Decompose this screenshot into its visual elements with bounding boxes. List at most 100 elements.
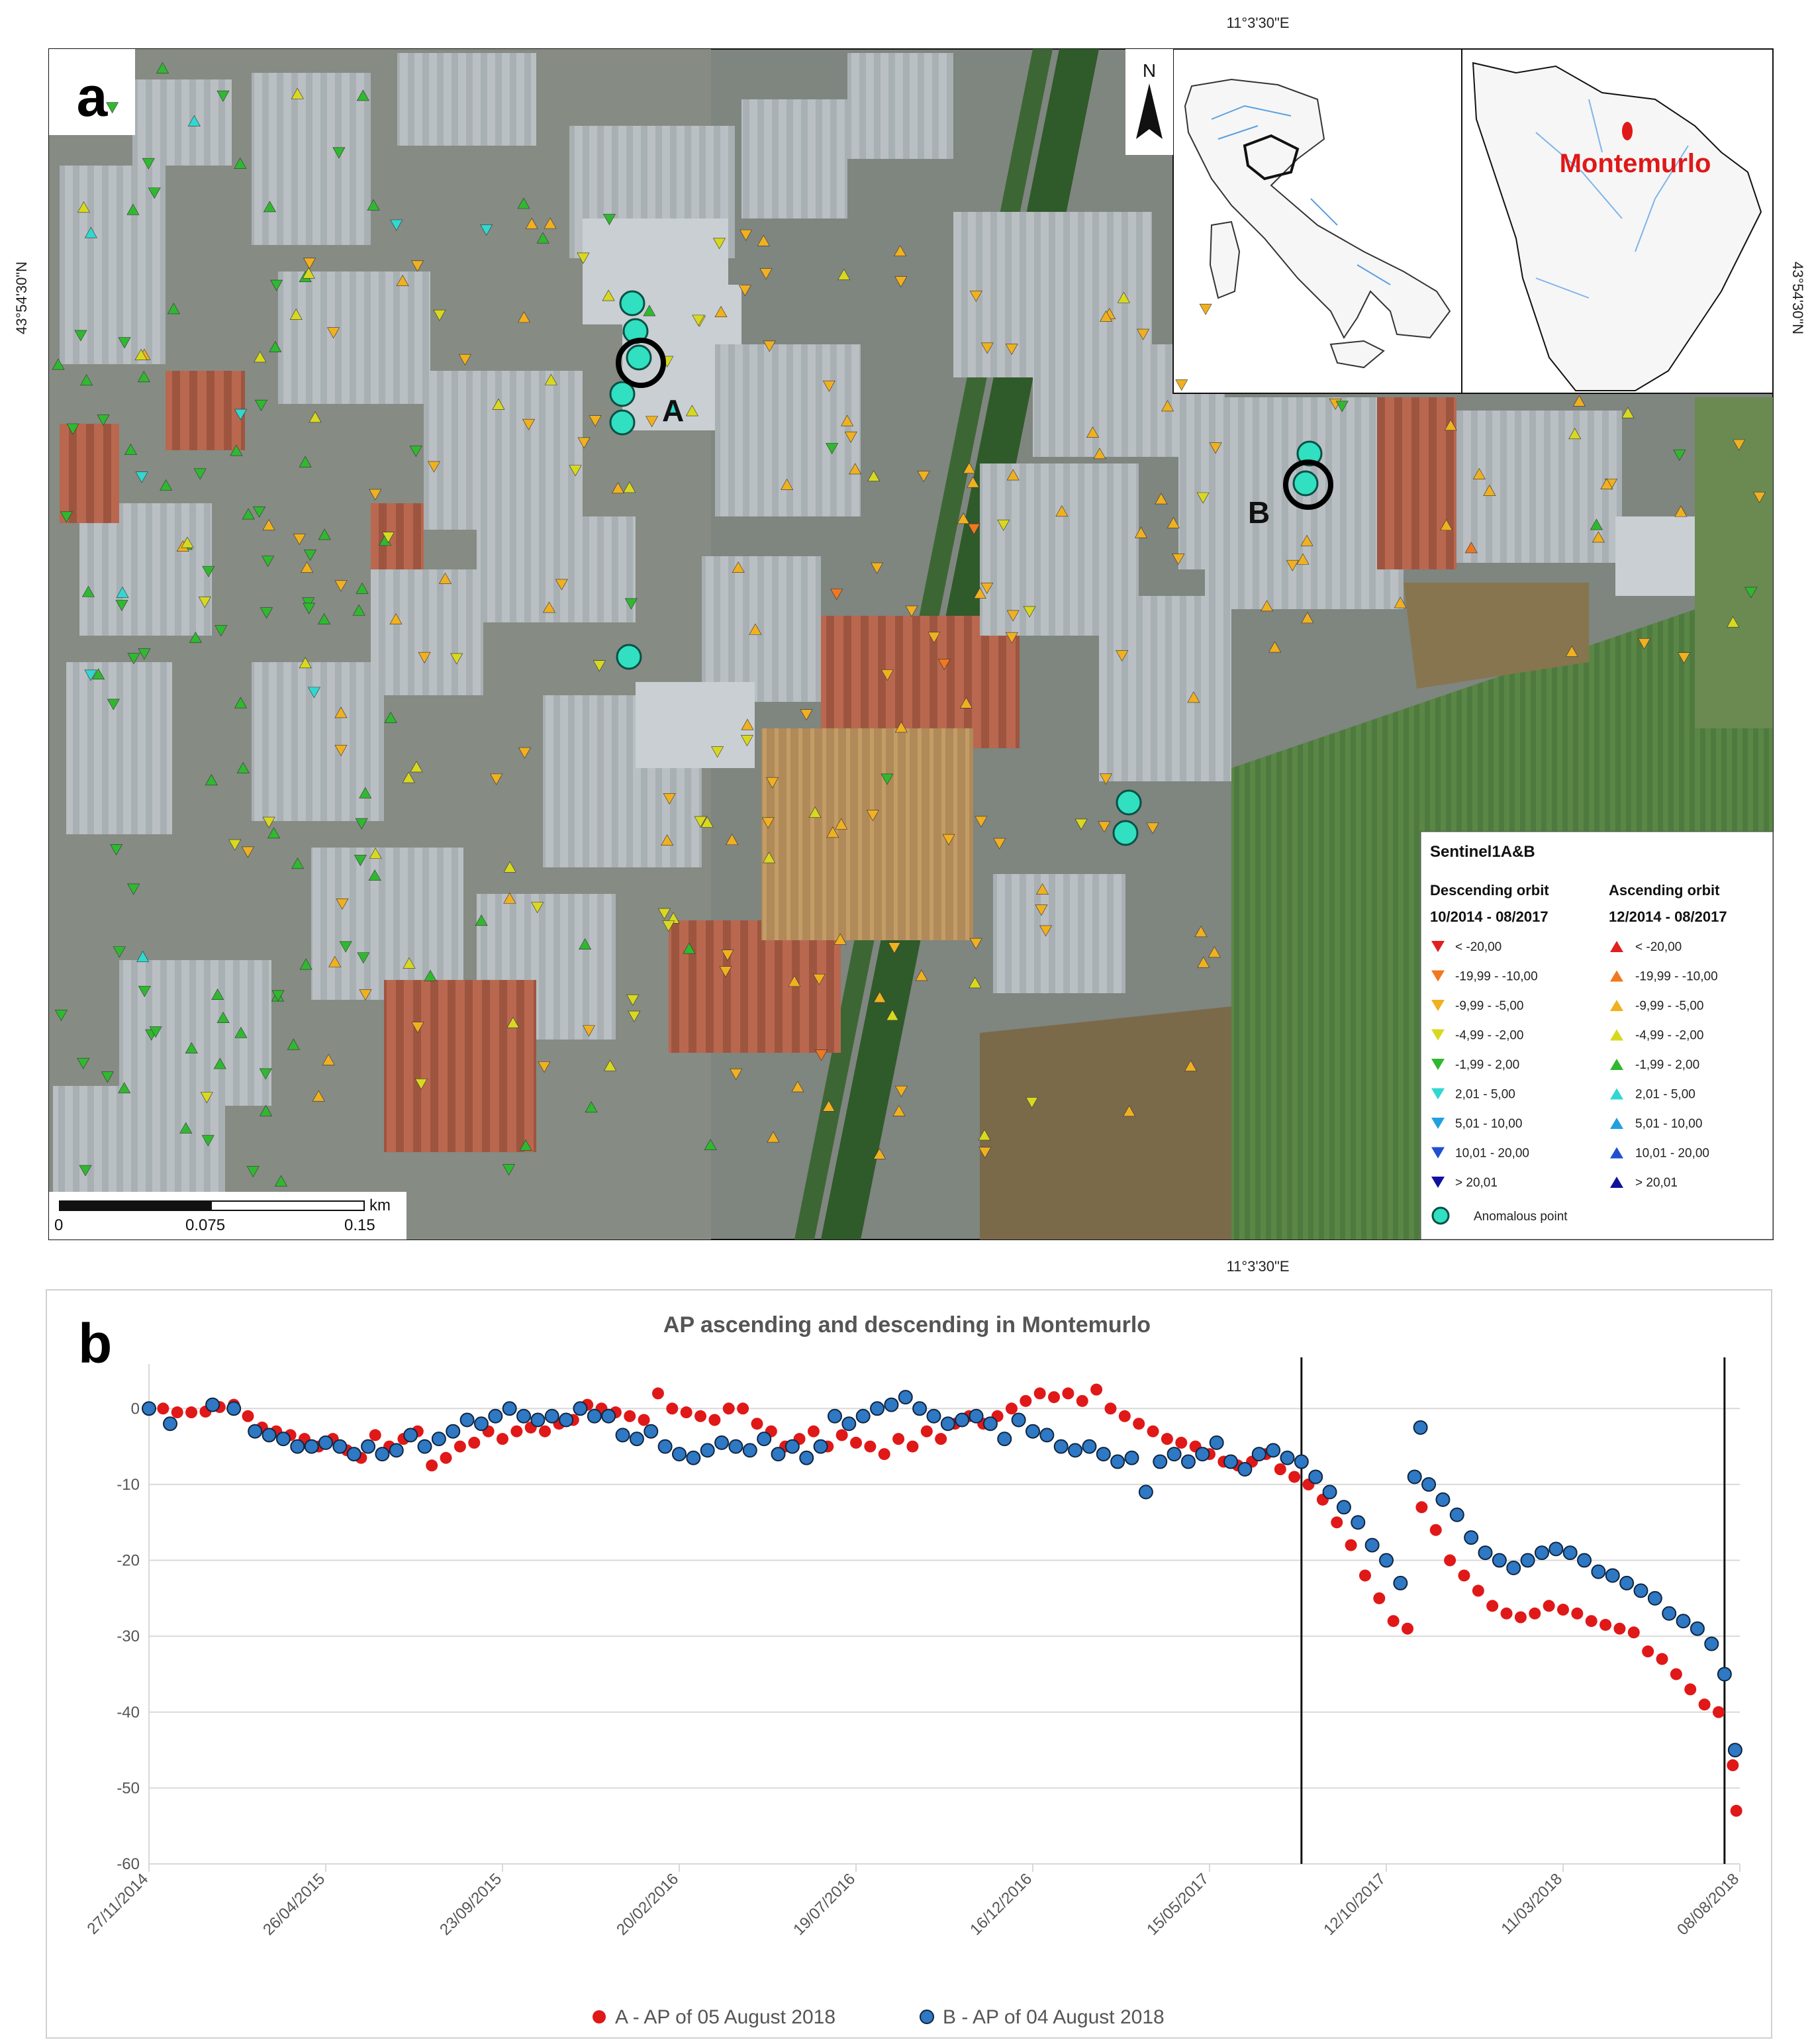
ps-point-marker bbox=[555, 579, 568, 591]
inset-italy-map bbox=[1172, 48, 1462, 394]
chart-data-point bbox=[1492, 1553, 1507, 1568]
chart-data-point bbox=[624, 1410, 636, 1422]
ps-point-marker bbox=[411, 260, 424, 272]
chart-data-point bbox=[1025, 1424, 1040, 1439]
chart-data-point bbox=[361, 1439, 376, 1454]
inset-tuscany-map: Montemurlo bbox=[1461, 48, 1774, 394]
chart-y-tick-label: -40 bbox=[117, 1704, 140, 1722]
chart-vertical-lines bbox=[1300, 1357, 1726, 1864]
chart-data-point bbox=[666, 1402, 679, 1415]
ps-point-marker bbox=[522, 418, 536, 430]
scale-unit: km bbox=[369, 1196, 391, 1214]
ps-point-marker bbox=[657, 908, 671, 920]
ps-point-marker bbox=[721, 949, 734, 961]
ps-point-marker bbox=[124, 444, 137, 456]
chart-data-point bbox=[1364, 1537, 1380, 1553]
ps-point-marker bbox=[1286, 560, 1299, 571]
chart-data-point bbox=[1033, 1387, 1046, 1400]
chart-data-point bbox=[694, 1410, 707, 1422]
chart-data-point bbox=[813, 1439, 828, 1454]
chart-data-point bbox=[1444, 1554, 1456, 1567]
ps-point-marker bbox=[844, 431, 857, 443]
ps-point-marker bbox=[867, 470, 881, 482]
ps-point-marker bbox=[156, 62, 169, 73]
ps-point-marker bbox=[115, 600, 128, 611]
ps-point-marker bbox=[579, 938, 592, 949]
ps-point-marker bbox=[602, 214, 616, 226]
ps-point-marker bbox=[692, 315, 705, 326]
ps-point-marker bbox=[260, 1104, 273, 1116]
ps-point-marker bbox=[1674, 505, 1688, 517]
chart-data-point bbox=[1464, 1530, 1479, 1545]
ps-point-marker bbox=[1572, 395, 1586, 407]
ps-point-marker bbox=[201, 1135, 215, 1147]
ps-point-marker bbox=[997, 519, 1010, 531]
ps-point-marker bbox=[1335, 401, 1349, 413]
chart-data-point bbox=[1096, 1447, 1111, 1462]
ps-point-marker bbox=[873, 991, 886, 1003]
ps-point-marker bbox=[262, 518, 275, 530]
ps-point-marker bbox=[490, 773, 503, 785]
legend-rows: < -20,00 < -20,00 -19,99 - -10,00 -19,99 - … bbox=[1431, 940, 1718, 1190]
ps-point-marker bbox=[712, 238, 726, 250]
ps-point-marker bbox=[77, 1057, 90, 1069]
ps-point-marker bbox=[136, 950, 150, 962]
chart-data-point bbox=[955, 1412, 970, 1428]
ps-point-marker bbox=[892, 1104, 906, 1116]
ps-point-marker bbox=[433, 309, 446, 321]
ps-point-marker bbox=[101, 1071, 114, 1083]
ps-point-marker bbox=[894, 1085, 908, 1097]
chart-data-point bbox=[1449, 1507, 1464, 1522]
chart-data-point bbox=[884, 1397, 899, 1412]
ps-point-marker bbox=[189, 631, 202, 643]
chart-data-point bbox=[1656, 1653, 1668, 1665]
ps-point-marker bbox=[503, 861, 516, 873]
ps-point-marker bbox=[808, 806, 822, 818]
chart-data-point bbox=[332, 1439, 348, 1454]
ps-point-marker bbox=[849, 463, 862, 475]
ps-point-marker bbox=[181, 536, 194, 548]
chart-data-point bbox=[644, 1424, 659, 1439]
chart-data-point bbox=[1266, 1443, 1281, 1458]
chart-data-point bbox=[807, 1425, 820, 1437]
chart-data-point bbox=[672, 1447, 687, 1462]
ps-point-marker bbox=[1744, 587, 1758, 599]
ps-point-marker bbox=[1753, 491, 1766, 503]
ps-point-marker bbox=[1023, 606, 1036, 618]
chart-data-point bbox=[417, 1439, 432, 1454]
chart-data-point bbox=[629, 1432, 644, 1447]
chart-data-point bbox=[318, 1435, 333, 1450]
chart-data-point bbox=[898, 1390, 913, 1405]
ps-point-marker bbox=[704, 1139, 717, 1151]
ps-point-marker bbox=[411, 1022, 424, 1034]
ps-point-marker bbox=[969, 977, 982, 989]
chart-data-point bbox=[1698, 1698, 1711, 1711]
ps-point-marker bbox=[730, 1069, 743, 1080]
ps-point-marker bbox=[274, 1175, 287, 1187]
scale-tick-1: 0.075 bbox=[185, 1216, 225, 1234]
chart-data-point bbox=[1161, 1433, 1173, 1445]
ps-point-marker bbox=[1039, 925, 1053, 937]
ps-point-marker bbox=[969, 938, 982, 949]
chart-data-point bbox=[426, 1459, 438, 1472]
ps-point-marker bbox=[517, 197, 530, 209]
coord-bottom: 11°3'30"E bbox=[1226, 1258, 1289, 1275]
ps-point-marker bbox=[1592, 531, 1605, 543]
panel-b-chart: b AP ascending and descending in Montemu… bbox=[46, 1289, 1772, 2039]
chart-data-point bbox=[1379, 1553, 1394, 1568]
ps-point-marker bbox=[66, 423, 79, 435]
chart-data-point bbox=[1520, 1553, 1535, 1568]
chart-data-point bbox=[248, 1424, 263, 1439]
ps-point-marker bbox=[142, 158, 155, 170]
ps-point-marker bbox=[1196, 492, 1210, 504]
legend-desc-swatch bbox=[1431, 1000, 1445, 1011]
ps-point-marker bbox=[623, 481, 636, 493]
chart-data-point bbox=[1557, 1604, 1569, 1616]
chart-data-point bbox=[686, 1450, 701, 1465]
chart-data-point bbox=[601, 1408, 616, 1424]
ps-point-marker bbox=[881, 773, 894, 785]
anomalous-points: A B bbox=[609, 290, 1333, 846]
chart-data-point bbox=[1562, 1545, 1578, 1561]
ps-point-marker bbox=[270, 279, 283, 291]
chart-data-point bbox=[1133, 1418, 1145, 1430]
